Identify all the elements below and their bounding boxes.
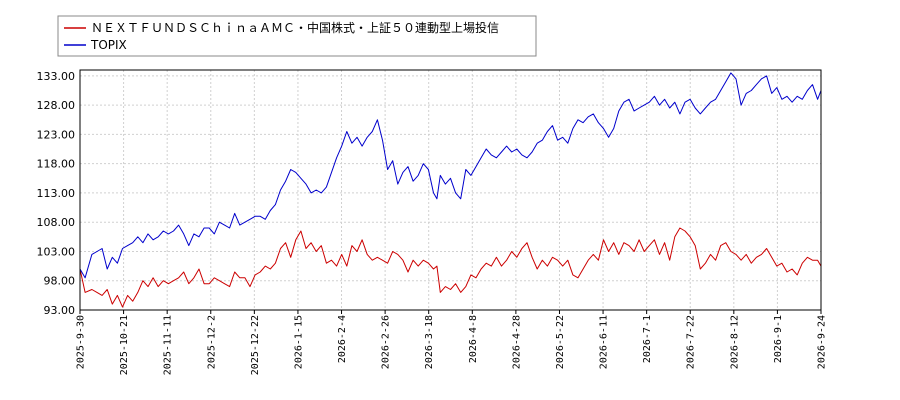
x-tick-label: 2026-3-18: [424, 315, 435, 369]
y-tick-label: 123.00: [37, 128, 76, 141]
y-tick-label: 128.00: [37, 99, 76, 112]
x-tick-label: 2026-1-15: [293, 315, 304, 369]
y-tick-label: 113.00: [37, 187, 76, 200]
x-tick-label: 2026-7-22: [686, 315, 697, 369]
legend: ＮＥＸＴＦＵＮＤＳＣｈｉｎａＡＭＣ・中国株式・上証５０連動型上場投信 TOPIX: [57, 15, 537, 57]
x-tick-label: 2026-6-11: [599, 315, 610, 369]
x-tick-label: 2026-2-4: [337, 315, 348, 363]
y-tick-label: 93.00: [44, 304, 76, 317]
x-tick-label: 2026-7-1: [642, 315, 653, 363]
y-axis-ticks: 133.00 128.00 123.00 118.00 113.00 108.00 103.…: [37, 70, 76, 317]
x-tick-label: 2026-4-28: [511, 315, 522, 369]
x-axis-ticks: 2025-9-30 2025-10-21 2025-11-11 2025-12-2 20…: [76, 310, 828, 375]
grid: [79, 70, 822, 311]
x-tick-label: 2026-9-24: [817, 315, 828, 369]
legend-label-series-1: ＮＥＸＴＦＵＮＤＳＣｈｉｎａＡＭＣ・中国株式・上証５０連動型上場投信: [91, 20, 499, 35]
legend-box: [57, 15, 537, 57]
x-tick-label: 2025-12-2: [206, 315, 217, 369]
x-tick-label: 2026-2-26: [381, 315, 392, 369]
y-tick-label: 118.00: [37, 158, 76, 171]
x-tick-label: 2025-11-11: [163, 315, 174, 375]
x-tick-label: 2025-9-30: [76, 315, 87, 369]
x-tick-label: 2026-9-1: [773, 315, 784, 363]
y-tick-label: 133.00: [37, 70, 76, 83]
x-tick-label: 2025-12-22: [250, 315, 261, 375]
y-tick-label: 98.00: [44, 275, 76, 288]
x-tick-label: 2026-5-22: [555, 315, 566, 369]
series-line-1: [79, 227, 822, 308]
x-tick-label: 2025-10-21: [119, 315, 130, 375]
y-tick-label: 108.00: [37, 216, 76, 229]
series-line-2: [79, 72, 822, 279]
plot-frame: [79, 69, 822, 311]
x-tick-label: 2026-8-12: [729, 315, 740, 369]
x-tick-label: 2026-4-8: [468, 315, 479, 363]
legend-label-series-2: TOPIX: [90, 38, 127, 52]
y-tick-label: 103.00: [37, 245, 76, 258]
series-lines: [79, 72, 822, 308]
